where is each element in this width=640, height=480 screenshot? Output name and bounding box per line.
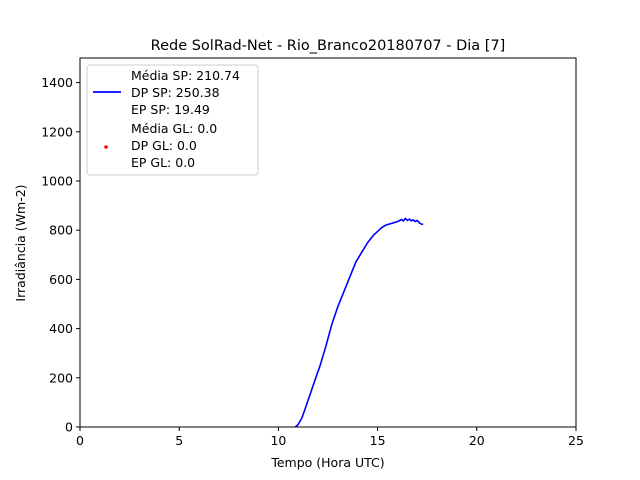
legend-box [86, 64, 259, 176]
legend-entry-sp-dp: DP SP: 250.38 [131, 85, 220, 100]
y-tick-label: 1400 [41, 75, 73, 90]
y-axis-label: Irradiância (Wm-2) [13, 184, 28, 301]
y-tick-label: 1200 [41, 124, 73, 139]
legend-handle-gl [104, 145, 108, 149]
legend-entry-gl-mean: Média GL: 0.0 [131, 121, 217, 136]
y-tick-label: 400 [49, 321, 73, 336]
x-tick-label: 20 [469, 433, 485, 448]
legend-entry-sp-ep: EP SP: 19.49 [131, 102, 210, 117]
x-axis-label: Tempo (Hora UTC) [270, 455, 384, 470]
series-line-0 [294, 217, 424, 428]
x-tick-label: 25 [568, 433, 584, 448]
y-tick-label: 200 [49, 370, 73, 385]
x-tick-label: 5 [175, 433, 183, 448]
y-tick-label: 800 [49, 223, 73, 238]
plot-frame [79, 57, 577, 428]
x-tick-label: 10 [270, 433, 286, 448]
y-tick-label: 1000 [41, 174, 73, 189]
chart-title: Rede SolRad-Net - Rio_Branco20180707 - D… [151, 38, 506, 54]
legend-entry-gl-dp: DP GL: 0.0 [131, 138, 197, 153]
y-tick-label: 600 [49, 272, 73, 287]
legend-entry-gl-ep: EP GL: 0.0 [131, 155, 195, 170]
legend: Média SP: 210.74 DP SP: 250.38 EP SP: 19… [86, 64, 259, 176]
series-layer [294, 217, 424, 428]
legend-entry-sp-mean: Média SP: 210.74 [131, 68, 240, 83]
x-tick-label: 15 [370, 433, 386, 448]
y-tick-label: 0 [65, 420, 73, 435]
x-axis-ticks: 0 5 10 15 20 25 [76, 427, 584, 448]
x-tick-label: 0 [76, 433, 84, 448]
y-axis-ticks: 0 200 400 600 800 1000 1200 1400 [41, 75, 80, 435]
